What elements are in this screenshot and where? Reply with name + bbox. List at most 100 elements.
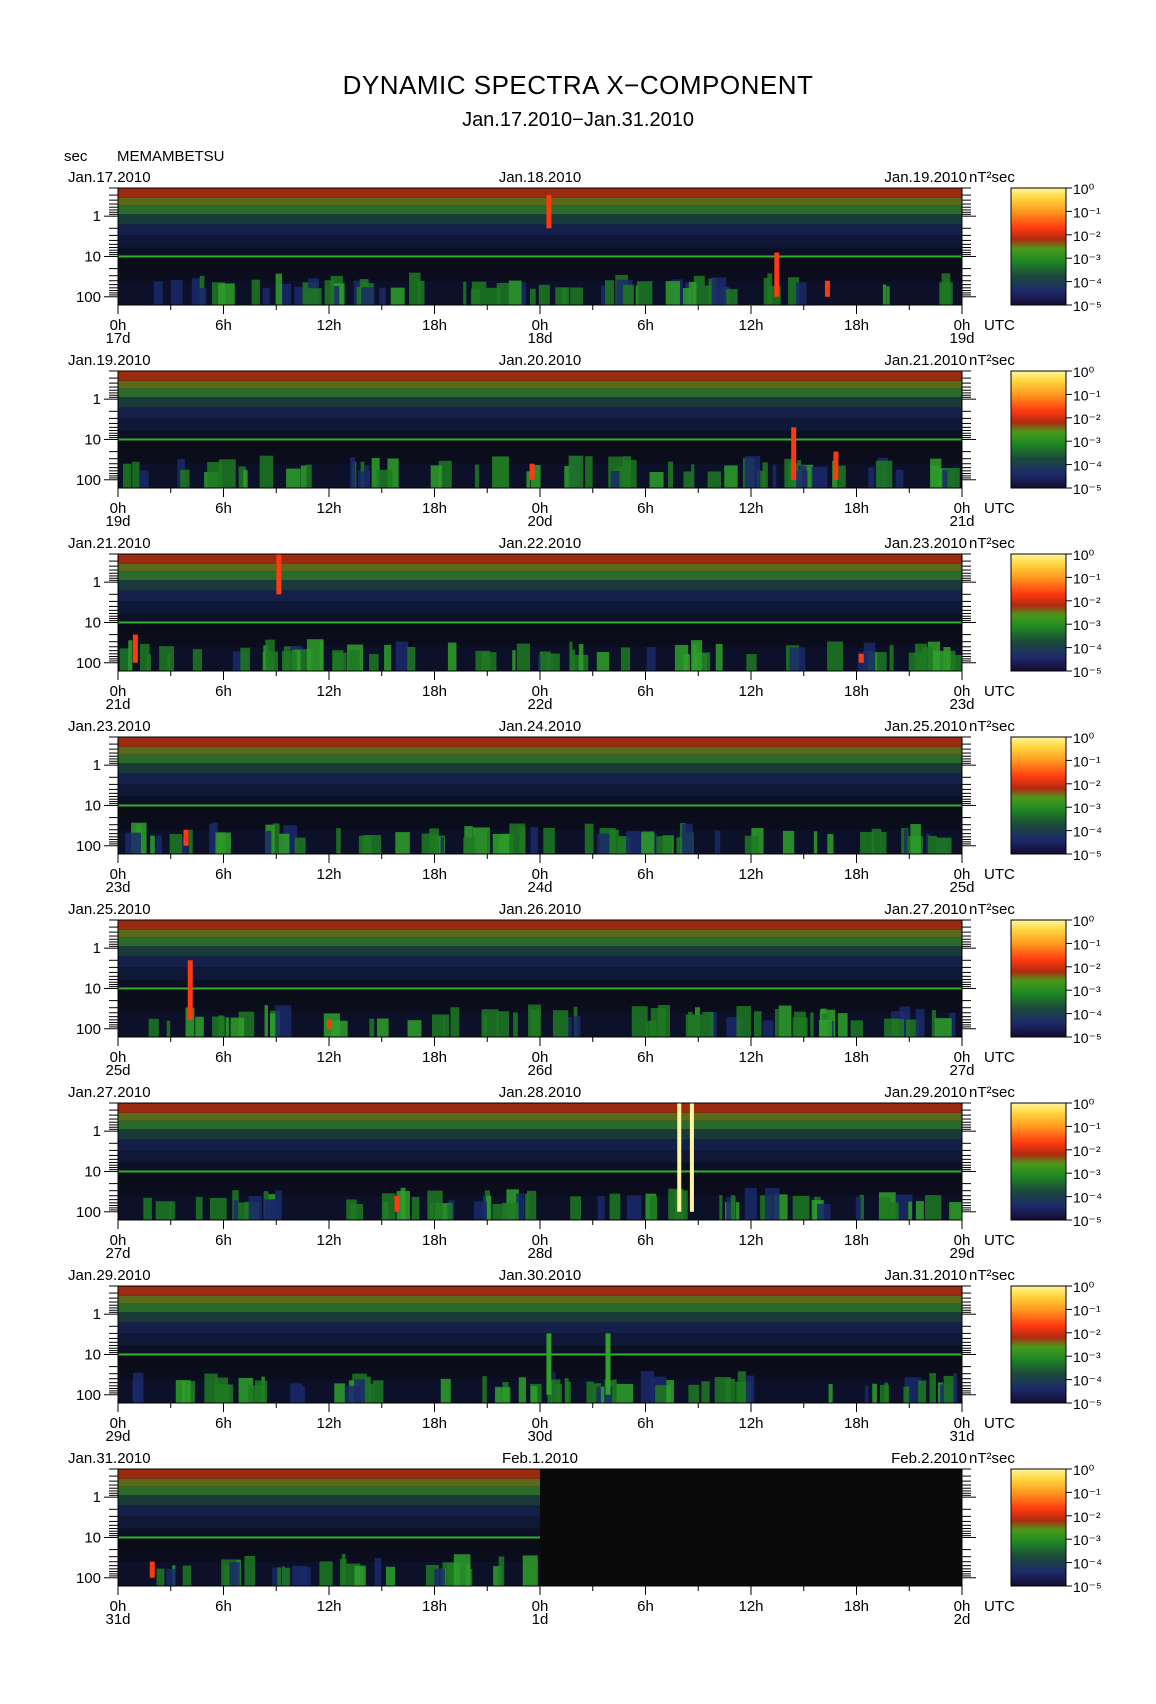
x-tick-label: 0h [954, 1415, 971, 1432]
x-tick-label: 0h [532, 317, 549, 334]
x-tick-label: 0h [532, 1598, 549, 1615]
x-tick-label: 18h [422, 1049, 447, 1066]
x-tick-label: 0h [954, 866, 971, 883]
day-label-right: 19d [949, 330, 974, 347]
spectra-panel: 1 10 100 0h 6h 12h 18h 0h 6h 12h 18h 0h UTC 27d 28d 29d… [68, 1084, 1102, 1262]
colorbar-tick-label: 10⁻⁴ [1073, 824, 1102, 840]
y-tick-label: 1 [93, 757, 101, 774]
colorbar-tick-label: 10⁻¹ [1073, 936, 1101, 952]
event-mark [132, 634, 138, 663]
event-mark [824, 280, 830, 297]
colorbar-tick-label: 10⁻⁴ [1073, 275, 1102, 291]
event-mark [858, 653, 864, 663]
date-label-right: Jan.31.2010 [884, 1267, 967, 1284]
date-label-right: Jan.25.2010 [884, 718, 967, 735]
event-mark [774, 252, 780, 297]
x-tick-label: 12h [316, 317, 341, 334]
y-tick-label: 1 [93, 1306, 101, 1323]
day-label-right: 21d [949, 513, 974, 530]
y-tick-label: 100 [76, 289, 101, 306]
date-label-left: Jan.31.2010 [68, 1450, 151, 1467]
x-tick-label: 0h [110, 1232, 127, 1249]
x-tick-label: 18h [422, 500, 447, 517]
date-label-mid: Jan.28.2010 [499, 1084, 582, 1101]
spectra-panel: 1 10 100 0h 6h 12h 18h 0h 6h 12h 18h 0h UTC 29d 30d 31d… [68, 1267, 1102, 1445]
x-tick-label: 12h [738, 1415, 763, 1432]
x-tick-label: 0h [532, 1049, 549, 1066]
x-tick-label: 0h [532, 500, 549, 517]
x-tick-label: 6h [637, 866, 654, 883]
date-label-left: Jan.17.2010 [68, 169, 151, 186]
x-tick-label: 0h [954, 683, 971, 700]
y-tick-label: 100 [76, 1570, 101, 1587]
x-unit-label: UTC [984, 317, 1015, 334]
colorbar-tick-label: 10⁻³ [1073, 983, 1101, 999]
colorbar-tick-label: 10⁻³ [1073, 434, 1101, 450]
colorbar-tick-label: 10⁻¹ [1073, 1485, 1101, 1501]
date-label-right: Jan.19.2010 [884, 169, 967, 186]
x-tick-label: 12h [316, 866, 341, 883]
spectra-panel: 1 10 100 0h 6h 12h 18h 0h 6h 12h 18h 0h UTC 21d 22d 23d… [68, 535, 1102, 713]
colorbar-tick-label: 10⁻¹ [1073, 753, 1101, 769]
colorbar-tick-label: 10⁰ [1073, 547, 1095, 563]
x-unit-label: UTC [984, 683, 1015, 700]
x-tick-label: 12h [316, 1415, 341, 1432]
y-tick-label: 1 [93, 391, 101, 408]
x-tick-label: 6h [637, 500, 654, 517]
colorbar-tick-label: 10⁻³ [1073, 800, 1101, 816]
x-tick-label: 0h [954, 317, 971, 334]
day-label-left: 19d [105, 513, 130, 530]
day-label-mid: 28d [527, 1245, 552, 1262]
x-tick-label: 0h [954, 1598, 971, 1615]
colorbar-unit: nT²sec [969, 1084, 1015, 1101]
colorbar-tick-label: 10⁻³ [1073, 1532, 1101, 1548]
x-tick-label: 6h [215, 683, 232, 700]
x-tick-label: 12h [316, 1598, 341, 1615]
colorbar [1010, 919, 1067, 1038]
date-label-mid: Jan.20.2010 [499, 352, 582, 369]
date-label-mid: Jan.22.2010 [499, 535, 582, 552]
y-tick-label: 100 [76, 1387, 101, 1404]
x-tick-label: 6h [637, 1232, 654, 1249]
x-tick-label: 0h [110, 500, 127, 517]
date-label-left: Jan.23.2010 [68, 718, 151, 735]
day-label-left: 25d [105, 1062, 130, 1079]
no-data-region [540, 1469, 962, 1586]
date-label-left: Jan.25.2010 [68, 901, 151, 918]
event-mark [187, 960, 193, 1020]
spectra-panel: 1 10 100 0h 6h 12h 18h 0h 6h 12h 18h 0h UTC 31d 1d 2d Ja… [68, 1450, 1102, 1628]
x-unit-label: UTC [984, 866, 1015, 883]
colorbar-tick-label: 10⁻³ [1073, 617, 1101, 633]
colorbar-tick-label: 10⁻² [1073, 228, 1101, 244]
colorbar [1010, 553, 1067, 672]
colorbar-tick-label: 10⁻⁴ [1073, 458, 1102, 474]
day-label-right: 27d [949, 1062, 974, 1079]
y-tick-label: 10 [84, 431, 101, 448]
colorbar-unit: nT²sec [969, 718, 1015, 735]
chart-subtitle: Jan.17.2010−Jan.31.2010 [462, 109, 694, 131]
event-mark [833, 451, 839, 480]
x-tick-label: 18h [844, 1049, 869, 1066]
day-label-left: 27d [105, 1245, 130, 1262]
day-label-mid: 20d [527, 513, 552, 530]
x-unit-label: UTC [984, 500, 1015, 517]
x-tick-label: 6h [215, 1232, 232, 1249]
band-10s-line [118, 1353, 962, 1356]
colorbar-tick-label: 10⁻⁵ [1073, 298, 1102, 314]
station-name: MEMAMBETSU [117, 148, 225, 165]
date-label-mid: Jan.30.2010 [499, 1267, 582, 1284]
x-tick-label: 18h [422, 866, 447, 883]
colorbar-tick-label: 10⁻⁵ [1073, 847, 1102, 863]
colorbar-tick-label: 10⁻² [1073, 777, 1101, 793]
colorbar-unit: nT²sec [969, 1267, 1015, 1284]
spectra-panel: 1 10 100 0h 6h 12h 18h 0h 6h 12h 18h 0h UTC 25d 26d 27d… [68, 901, 1102, 1079]
x-tick-label: 18h [422, 683, 447, 700]
date-label-mid: Feb.1.2010 [502, 1450, 578, 1467]
spectra-panel: 1 10 100 0h 6h 12h 18h 0h 6h 12h 18h 0h UTC 17d 18d 19d… [68, 169, 1102, 347]
day-label-mid: 18d [527, 330, 552, 347]
day-label-left: 23d [105, 879, 130, 896]
colorbar-tick-label: 10⁻³ [1073, 1166, 1101, 1182]
event-mark [327, 1019, 332, 1029]
x-tick-label: 12h [738, 683, 763, 700]
x-tick-label: 12h [738, 1598, 763, 1615]
